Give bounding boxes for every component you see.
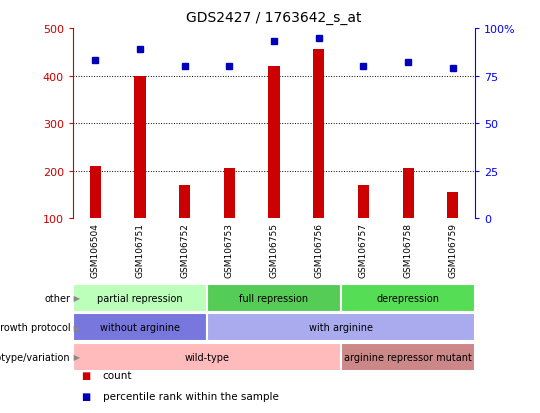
Text: GSM106757: GSM106757 [359, 222, 368, 277]
Text: GSM106755: GSM106755 [269, 222, 279, 277]
Text: GSM106759: GSM106759 [448, 222, 457, 277]
Bar [90, 166, 101, 219]
Bar [73, 284, 207, 312]
Text: GSM106752: GSM106752 [180, 222, 189, 277]
Bar [447, 193, 458, 219]
Text: GSM106756: GSM106756 [314, 222, 323, 277]
Text: ▶: ▶ [71, 294, 80, 303]
Bar [207, 284, 341, 312]
Text: partial repression: partial repression [97, 293, 183, 303]
Text: ▶: ▶ [71, 323, 80, 332]
Bar [179, 186, 190, 219]
Bar [402, 169, 414, 219]
Text: genotype/variation: genotype/variation [0, 352, 70, 362]
Bar [224, 169, 235, 219]
Text: GSM106504: GSM106504 [91, 222, 100, 277]
Text: percentile rank within the sample: percentile rank within the sample [103, 392, 279, 401]
Text: wild-type: wild-type [185, 352, 230, 362]
Text: ■: ■ [81, 392, 90, 401]
Text: growth protocol: growth protocol [0, 323, 70, 332]
Bar [134, 76, 146, 219]
Text: ▶: ▶ [71, 352, 80, 361]
Text: GSM106753: GSM106753 [225, 222, 234, 277]
Bar [73, 313, 207, 342]
Text: full repression: full repression [239, 293, 309, 303]
Bar [313, 50, 325, 219]
Bar [207, 313, 475, 342]
Bar [268, 67, 280, 219]
Text: other: other [44, 293, 70, 303]
Bar [341, 343, 475, 371]
Text: without arginine: without arginine [100, 323, 180, 332]
Text: with arginine: with arginine [309, 323, 373, 332]
Text: derepression: derepression [377, 293, 440, 303]
Text: count: count [103, 370, 132, 380]
Text: GSM106751: GSM106751 [136, 222, 145, 277]
Title: GDS2427 / 1763642_s_at: GDS2427 / 1763642_s_at [186, 11, 362, 25]
Text: GSM106758: GSM106758 [403, 222, 413, 277]
Bar [341, 284, 475, 312]
Text: ■: ■ [81, 370, 90, 380]
Text: arginine repressor mutant: arginine repressor mutant [344, 352, 472, 362]
Bar [73, 343, 341, 371]
Bar [358, 186, 369, 219]
